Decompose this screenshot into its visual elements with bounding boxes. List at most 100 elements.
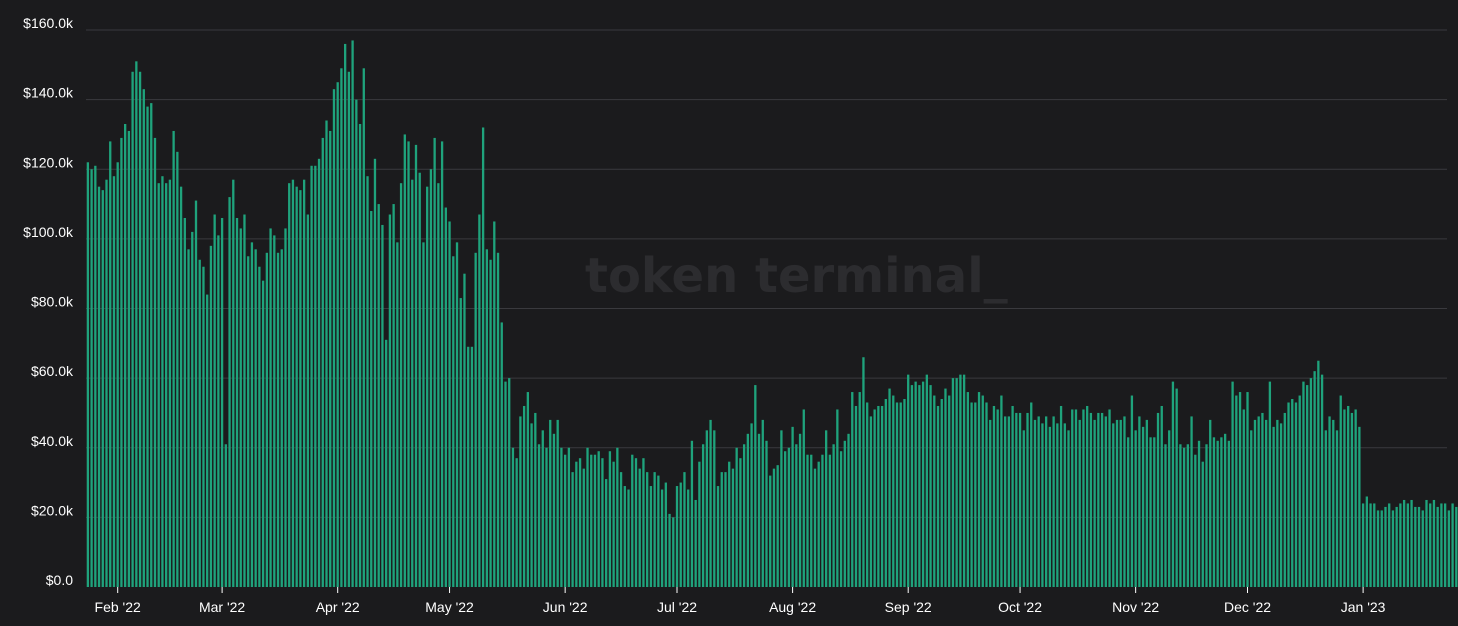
bar — [1041, 423, 1044, 587]
bar — [646, 472, 649, 587]
bar — [437, 183, 440, 587]
bar — [836, 409, 839, 587]
bar — [1402, 499, 1406, 587]
bar — [776, 465, 779, 587]
bar — [452, 256, 455, 587]
bar — [1425, 499, 1428, 587]
bar — [948, 395, 951, 587]
bar — [1298, 395, 1301, 587]
bar — [1335, 430, 1339, 587]
bar — [668, 513, 671, 587]
bar — [933, 395, 936, 587]
bar — [1328, 416, 1331, 587]
bar — [317, 158, 321, 587]
bar — [314, 165, 317, 587]
bar — [1261, 412, 1264, 587]
bar — [150, 103, 153, 588]
bar — [851, 392, 854, 587]
bar — [1414, 506, 1417, 587]
bar — [493, 221, 496, 587]
bar — [567, 447, 571, 587]
bar — [772, 468, 776, 587]
bar — [1067, 430, 1070, 587]
bar — [701, 444, 705, 587]
bar — [519, 416, 522, 587]
y-tick-label: $140.0k — [23, 85, 74, 101]
bar — [1022, 430, 1025, 587]
bar — [489, 259, 492, 587]
bar — [880, 405, 884, 587]
bar — [1399, 503, 1402, 587]
bar — [750, 423, 753, 587]
bar — [388, 214, 392, 587]
bar — [720, 472, 723, 587]
bar — [1291, 399, 1294, 587]
bar — [761, 419, 764, 587]
bar — [358, 123, 362, 588]
bar — [1134, 430, 1137, 587]
bar — [295, 186, 298, 587]
bar — [858, 392, 861, 587]
bar — [974, 402, 977, 587]
x-tick-label: Jan '23 — [1341, 599, 1386, 615]
bar — [612, 461, 615, 587]
bar — [694, 499, 697, 587]
bar — [1455, 506, 1458, 587]
bar — [90, 169, 93, 587]
bar — [172, 130, 175, 587]
bar — [537, 444, 541, 587]
bar — [746, 433, 750, 587]
bar — [687, 489, 690, 587]
bar — [407, 141, 410, 587]
bar — [798, 433, 802, 587]
bar — [444, 207, 447, 588]
bar — [660, 489, 664, 587]
bar — [220, 217, 224, 588]
bar — [1115, 419, 1119, 587]
bar — [232, 179, 235, 587]
bar — [213, 214, 216, 587]
bar — [176, 151, 179, 587]
bar — [485, 249, 488, 587]
bar — [642, 458, 645, 587]
bar — [977, 392, 981, 587]
bar — [698, 461, 701, 587]
bar — [918, 385, 921, 587]
bar — [1003, 416, 1007, 587]
bar — [578, 458, 582, 587]
bar — [131, 71, 134, 587]
bar — [325, 120, 328, 587]
bar — [1443, 503, 1447, 587]
x-tick-label: Dec '22 — [1224, 599, 1271, 615]
bar — [936, 405, 940, 587]
bar — [1086, 405, 1089, 587]
bar — [821, 454, 824, 587]
bar — [124, 123, 127, 588]
bar — [343, 43, 347, 588]
x-tick-label: Jun '22 — [543, 599, 588, 615]
bar — [183, 217, 186, 588]
bar — [1164, 444, 1167, 587]
bar — [1358, 426, 1361, 587]
bar — [586, 447, 589, 587]
bar — [332, 89, 336, 588]
bar — [657, 475, 660, 587]
bar — [269, 228, 272, 587]
bar — [910, 385, 914, 587]
bar — [370, 211, 373, 587]
bar — [769, 475, 772, 587]
bar — [541, 430, 544, 587]
bar — [1388, 503, 1391, 587]
bar — [496, 252, 500, 588]
bar — [653, 472, 656, 587]
x-tick-label: Oct '22 — [998, 599, 1042, 615]
bar — [377, 204, 380, 587]
bar — [224, 444, 227, 587]
bar — [847, 433, 850, 587]
bar — [1168, 430, 1171, 587]
bar — [1257, 416, 1260, 587]
bar — [1000, 395, 1003, 587]
bar — [504, 381, 507, 587]
bar — [780, 430, 783, 587]
